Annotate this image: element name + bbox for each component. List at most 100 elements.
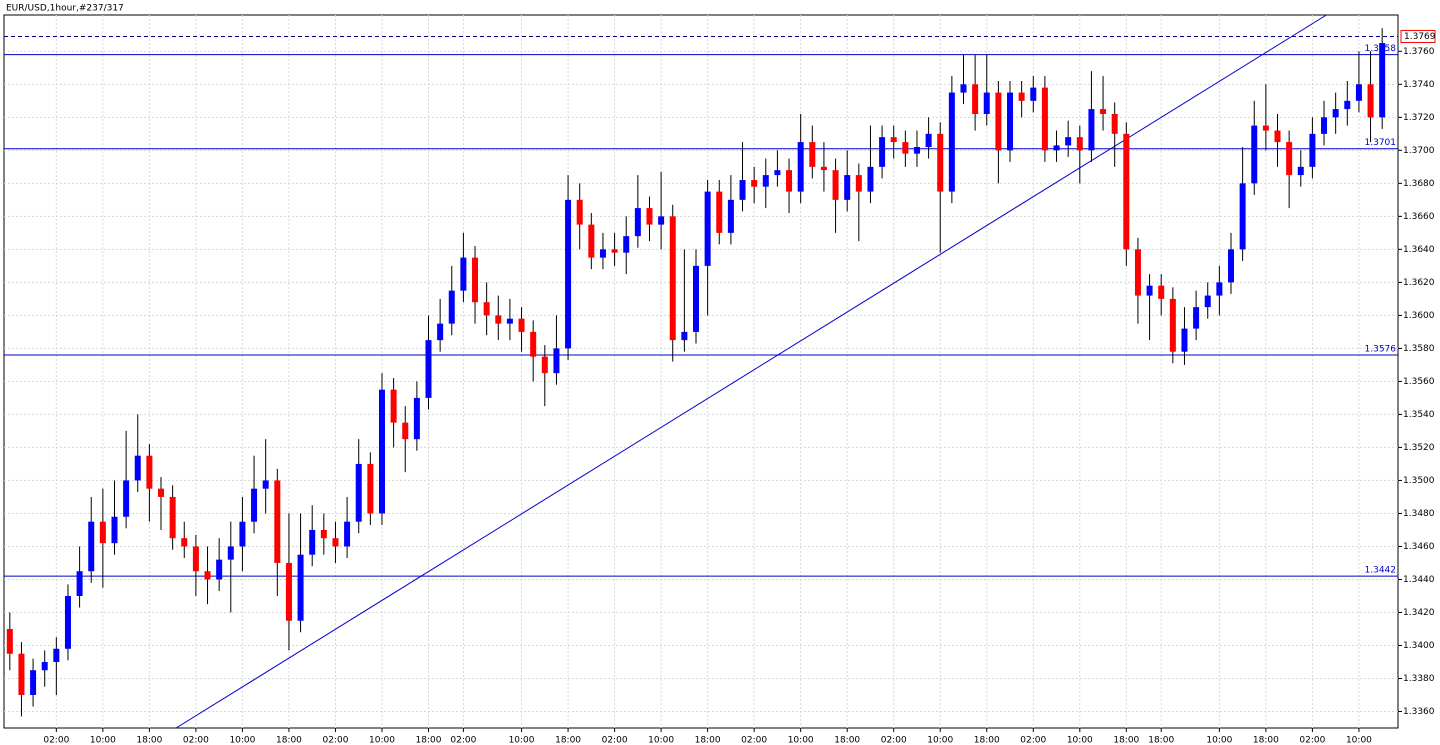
candle-body [646, 208, 653, 225]
candle-body [1088, 109, 1095, 151]
y-tick-label: 1.3360 [1403, 707, 1435, 717]
x-tick-label: 18:00 [1113, 736, 1139, 745]
candle-body [739, 180, 746, 200]
candle-body [925, 133, 932, 148]
x-tick-label: 02:00 [881, 736, 907, 745]
candle-body [553, 348, 560, 374]
candle-body [1076, 137, 1083, 151]
candle-body [1146, 285, 1153, 296]
candle-body [1274, 130, 1281, 143]
candle-body [1111, 114, 1118, 134]
x-tick-label: 18:00 [974, 736, 1000, 745]
candle-body [716, 191, 723, 233]
y-tick-label: 1.3580 [1403, 344, 1435, 354]
candle-body [832, 170, 839, 200]
candle-body [1065, 137, 1072, 146]
x-tick-label: 18:00 [1148, 736, 1174, 745]
y-tick-label: 1.3560 [1403, 377, 1435, 387]
bid-label: 1.3769 [1404, 32, 1436, 42]
candle-body [797, 142, 804, 192]
y-tick-label: 1.3460 [1403, 542, 1435, 552]
candle-body [99, 521, 106, 544]
candle-body [902, 142, 909, 154]
y-tick-label: 1.3520 [1403, 443, 1435, 453]
candle-body [18, 653, 25, 695]
candle-body [378, 389, 385, 514]
y-tick-label: 1.3600 [1403, 311, 1435, 321]
candle-body [1169, 298, 1176, 352]
candle-body [344, 521, 351, 547]
candle-body [483, 302, 490, 316]
candle-body [727, 199, 734, 233]
y-tick-label: 1.3740 [1403, 80, 1435, 90]
candle-body [425, 340, 432, 398]
x-tick-label: 10:00 [509, 736, 535, 745]
x-tick-label: 18:00 [416, 736, 442, 745]
candle-body [402, 422, 409, 440]
candle-body [983, 92, 990, 115]
candle-body [855, 175, 862, 192]
candle-body [820, 166, 827, 171]
x-tick-label: 18:00 [555, 736, 581, 745]
candle-body [204, 571, 211, 580]
x-tick-label: 10:00 [229, 736, 255, 745]
candle-body [251, 488, 258, 522]
plot-frame [3, 14, 1399, 729]
candle-body [693, 265, 699, 332]
candle-body [599, 249, 606, 258]
candle-body [786, 170, 793, 192]
candle-body [285, 562, 292, 621]
x-tick-label: 02:00 [322, 736, 348, 745]
candle-body [972, 84, 979, 115]
candle-body [844, 175, 851, 200]
x-tick-label: 02:00 [450, 736, 476, 745]
candle-body [216, 559, 223, 580]
candle-body [134, 455, 141, 481]
candle-body [1297, 166, 1304, 176]
candle-body [158, 488, 165, 497]
candle-body [437, 323, 444, 341]
candle-body [1379, 43, 1386, 118]
y-tick-label: 1.3660 [1403, 212, 1435, 222]
candle-body [192, 546, 199, 572]
x-tick-label: 02:00 [43, 736, 69, 745]
candle-body [1355, 84, 1362, 101]
candle-body [518, 318, 525, 332]
x-tick-label: 10:00 [1346, 736, 1372, 745]
candle-body [495, 315, 502, 324]
x-tick-label: 10:00 [369, 736, 395, 745]
candle-body [53, 648, 60, 662]
y-tick-label: 1.3540 [1403, 410, 1435, 420]
candle-body [588, 224, 595, 258]
candle-body [1309, 133, 1316, 167]
candle-body [1344, 100, 1351, 110]
y-tick-label: 1.3480 [1403, 509, 1435, 519]
candle-body [1030, 87, 1037, 101]
candle-body [320, 529, 327, 539]
candle-body [472, 257, 479, 303]
candle-body [64, 595, 71, 649]
x-tick-label: 18:00 [834, 736, 860, 745]
trend-line [175, 14, 1327, 729]
y-tick-label: 1.3640 [1403, 245, 1435, 255]
x-tick-label: 10:00 [788, 736, 814, 745]
x-tick-label: 10:00 [90, 736, 116, 745]
candle-body [1193, 307, 1200, 329]
candle-body [1134, 249, 1141, 296]
y-tick-label: 1.3760 [1403, 47, 1435, 57]
candle-body [1251, 125, 1258, 184]
candle-body [76, 571, 83, 596]
candle-body [506, 318, 513, 324]
candle-body [448, 290, 455, 324]
candle-body [1100, 109, 1107, 115]
candle-body [332, 538, 339, 547]
level-label: 1.3576 [1365, 344, 1397, 354]
candle-body [413, 397, 420, 440]
candle-body [541, 356, 548, 374]
candle-body [1018, 92, 1025, 101]
candle-body [937, 133, 944, 192]
candle-body [751, 180, 758, 187]
candle-body [1262, 125, 1269, 131]
candle-body [111, 516, 118, 544]
candle-body [355, 463, 362, 522]
